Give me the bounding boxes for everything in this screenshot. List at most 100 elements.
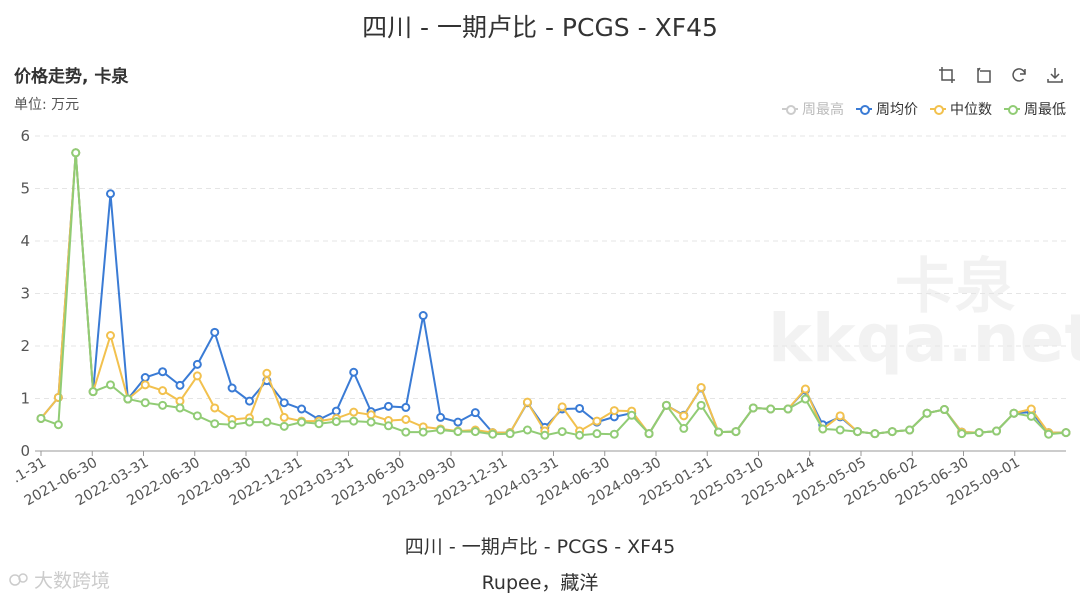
data-point-3 [939,405,949,415]
data-point-3 [679,423,689,433]
watermark-text: 卡泉 [895,252,1015,322]
data-point-3 [557,427,567,437]
data-point-2 [105,331,115,340]
data-point-1 [331,406,341,416]
data-point-3 [488,429,498,439]
legend-marker-icon [1004,104,1020,115]
data-point-1 [470,408,480,418]
legend-label: 周最高 [802,102,844,118]
footer-subtitle: Rupee，藏洋 [481,572,599,594]
legend-item-median[interactable]: 中位数 [930,99,992,119]
data-point-1 [418,311,428,321]
data-point-2 [557,402,567,412]
data-point-3 [957,429,967,439]
data-point-2 [192,371,202,381]
data-point-2 [158,386,168,396]
data-point-1 [349,367,359,377]
data-point-3 [592,429,602,439]
data-point-2 [1026,404,1036,414]
data-point-3 [349,416,359,426]
data-point-2 [522,397,532,407]
data-point-2 [592,416,602,426]
watermark-url: kkqa.net [768,300,1080,377]
download-icon[interactable] [1044,64,1066,86]
crop-icon[interactable] [936,64,958,86]
data-point-3 [922,408,932,418]
legend-label: 中位数 [950,102,992,118]
chart-toolbar [936,64,1066,86]
data-point-1 [227,383,237,393]
data-point-3 [627,410,637,420]
data-point-3 [262,417,272,427]
y-tick-label: 0 [20,442,30,460]
unit-label: 单位: 万元 [14,97,80,113]
legend-item-avg[interactable]: 周均价 [856,99,918,119]
data-point-3 [505,429,515,439]
data-point-3 [1009,408,1019,418]
data-point-2 [401,415,411,424]
data-point-3 [227,420,237,430]
data-point-1 [175,380,185,390]
data-point-3 [105,380,115,390]
data-point-1 [279,398,289,408]
data-point-2 [609,406,619,416]
footer-title: 四川 - 一期卢比 - PCGS - XF45 [404,536,676,558]
data-point-1 [105,189,115,199]
y-tick-label: 2 [20,337,30,355]
data-point-1 [575,403,585,413]
chart-legend: 周最高 周均价 中位数 周最低 [782,99,1066,119]
data-point-3 [71,148,81,158]
data-point-3 [644,429,654,439]
data-point-2 [279,412,289,422]
legend-marker-icon [856,104,872,115]
chart-title: 四川 - 一期卢比 - PCGS - XF45 [362,13,718,42]
data-point-3 [696,400,706,410]
data-point-1 [244,396,254,406]
series-line-3 [40,152,1067,437]
brand-icon [9,572,28,586]
data-point-3 [1026,411,1036,421]
data-point-2 [140,380,150,390]
data-point-3 [36,413,46,423]
data-point-3 [540,430,550,440]
data-point-3 [244,417,254,427]
data-point-3 [314,419,324,429]
data-point-3 [870,429,880,439]
data-point-2 [679,411,689,421]
y-tick-label: 4 [20,232,30,250]
legend-item-max[interactable]: 周最高 [782,99,844,119]
data-point-3 [992,426,1002,436]
data-point-2 [349,407,359,417]
data-point-3 [470,427,480,437]
data-point-3 [800,394,810,404]
legend-item-min[interactable]: 周最低 [1004,99,1066,119]
data-point-3 [661,400,671,410]
data-point-3 [53,420,63,430]
data-point-3 [88,387,98,397]
data-point-3 [436,425,446,435]
data-point-3 [766,404,776,414]
data-point-3 [714,427,724,437]
data-point-3 [731,427,741,437]
data-point-3 [192,411,202,421]
data-point-3 [887,427,897,437]
data-point-3 [1044,429,1054,439]
data-point-1 [140,373,150,382]
data-point-1 [210,327,220,337]
data-point-3 [748,403,758,413]
data-point-2 [800,384,810,394]
data-point-3 [974,428,984,438]
brand-logo: 大数跨境 [8,566,110,593]
data-point-3 [366,417,376,427]
data-point-3 [123,394,133,404]
legend-marker-icon [782,104,798,115]
undo-icon[interactable] [972,64,994,86]
data-point-3 [453,427,463,437]
data-point-1 [158,367,168,377]
refresh-icon[interactable] [1008,64,1030,86]
data-point-3 [575,430,585,440]
y-tick-label: 3 [20,285,30,303]
data-point-2 [835,411,845,421]
data-point-3 [418,427,428,437]
data-point-3 [297,417,307,427]
